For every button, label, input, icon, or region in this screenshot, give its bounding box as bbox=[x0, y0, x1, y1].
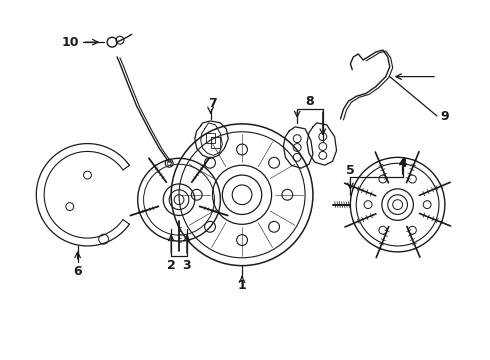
Text: 8: 8 bbox=[306, 95, 314, 108]
Text: 5: 5 bbox=[346, 164, 355, 177]
Text: 4: 4 bbox=[398, 157, 407, 170]
Text: 10: 10 bbox=[62, 36, 79, 49]
Text: 6: 6 bbox=[74, 265, 82, 278]
Text: 9: 9 bbox=[441, 109, 449, 122]
Text: 3: 3 bbox=[183, 259, 191, 272]
Text: 7: 7 bbox=[208, 97, 217, 110]
Text: 2: 2 bbox=[167, 259, 175, 272]
Text: 1: 1 bbox=[238, 279, 246, 292]
